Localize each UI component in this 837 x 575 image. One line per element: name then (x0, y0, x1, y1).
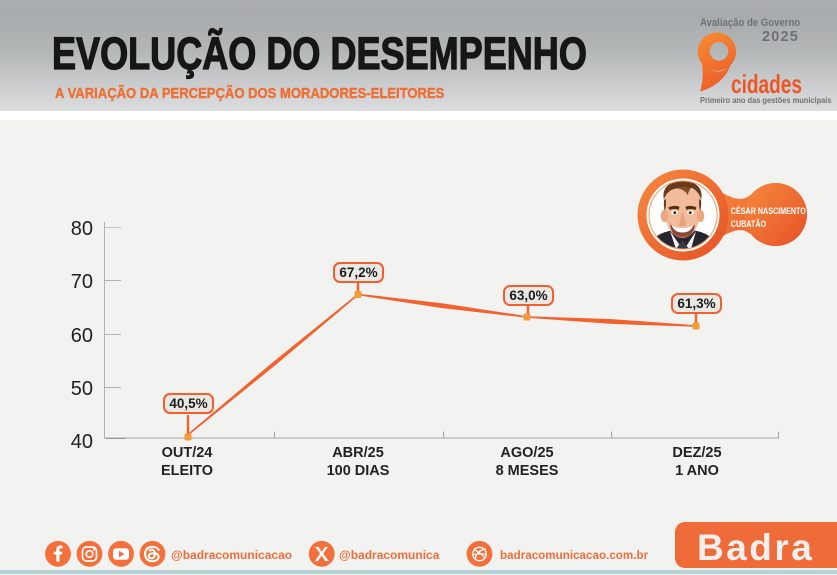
svg-text:CUBATÃO: CUBATÃO (731, 218, 767, 229)
svg-text:cidades: cidades (731, 69, 802, 99)
svg-text:CÉSAR NASCIMENTO: CÉSAR NASCIMENTO (731, 204, 806, 216)
